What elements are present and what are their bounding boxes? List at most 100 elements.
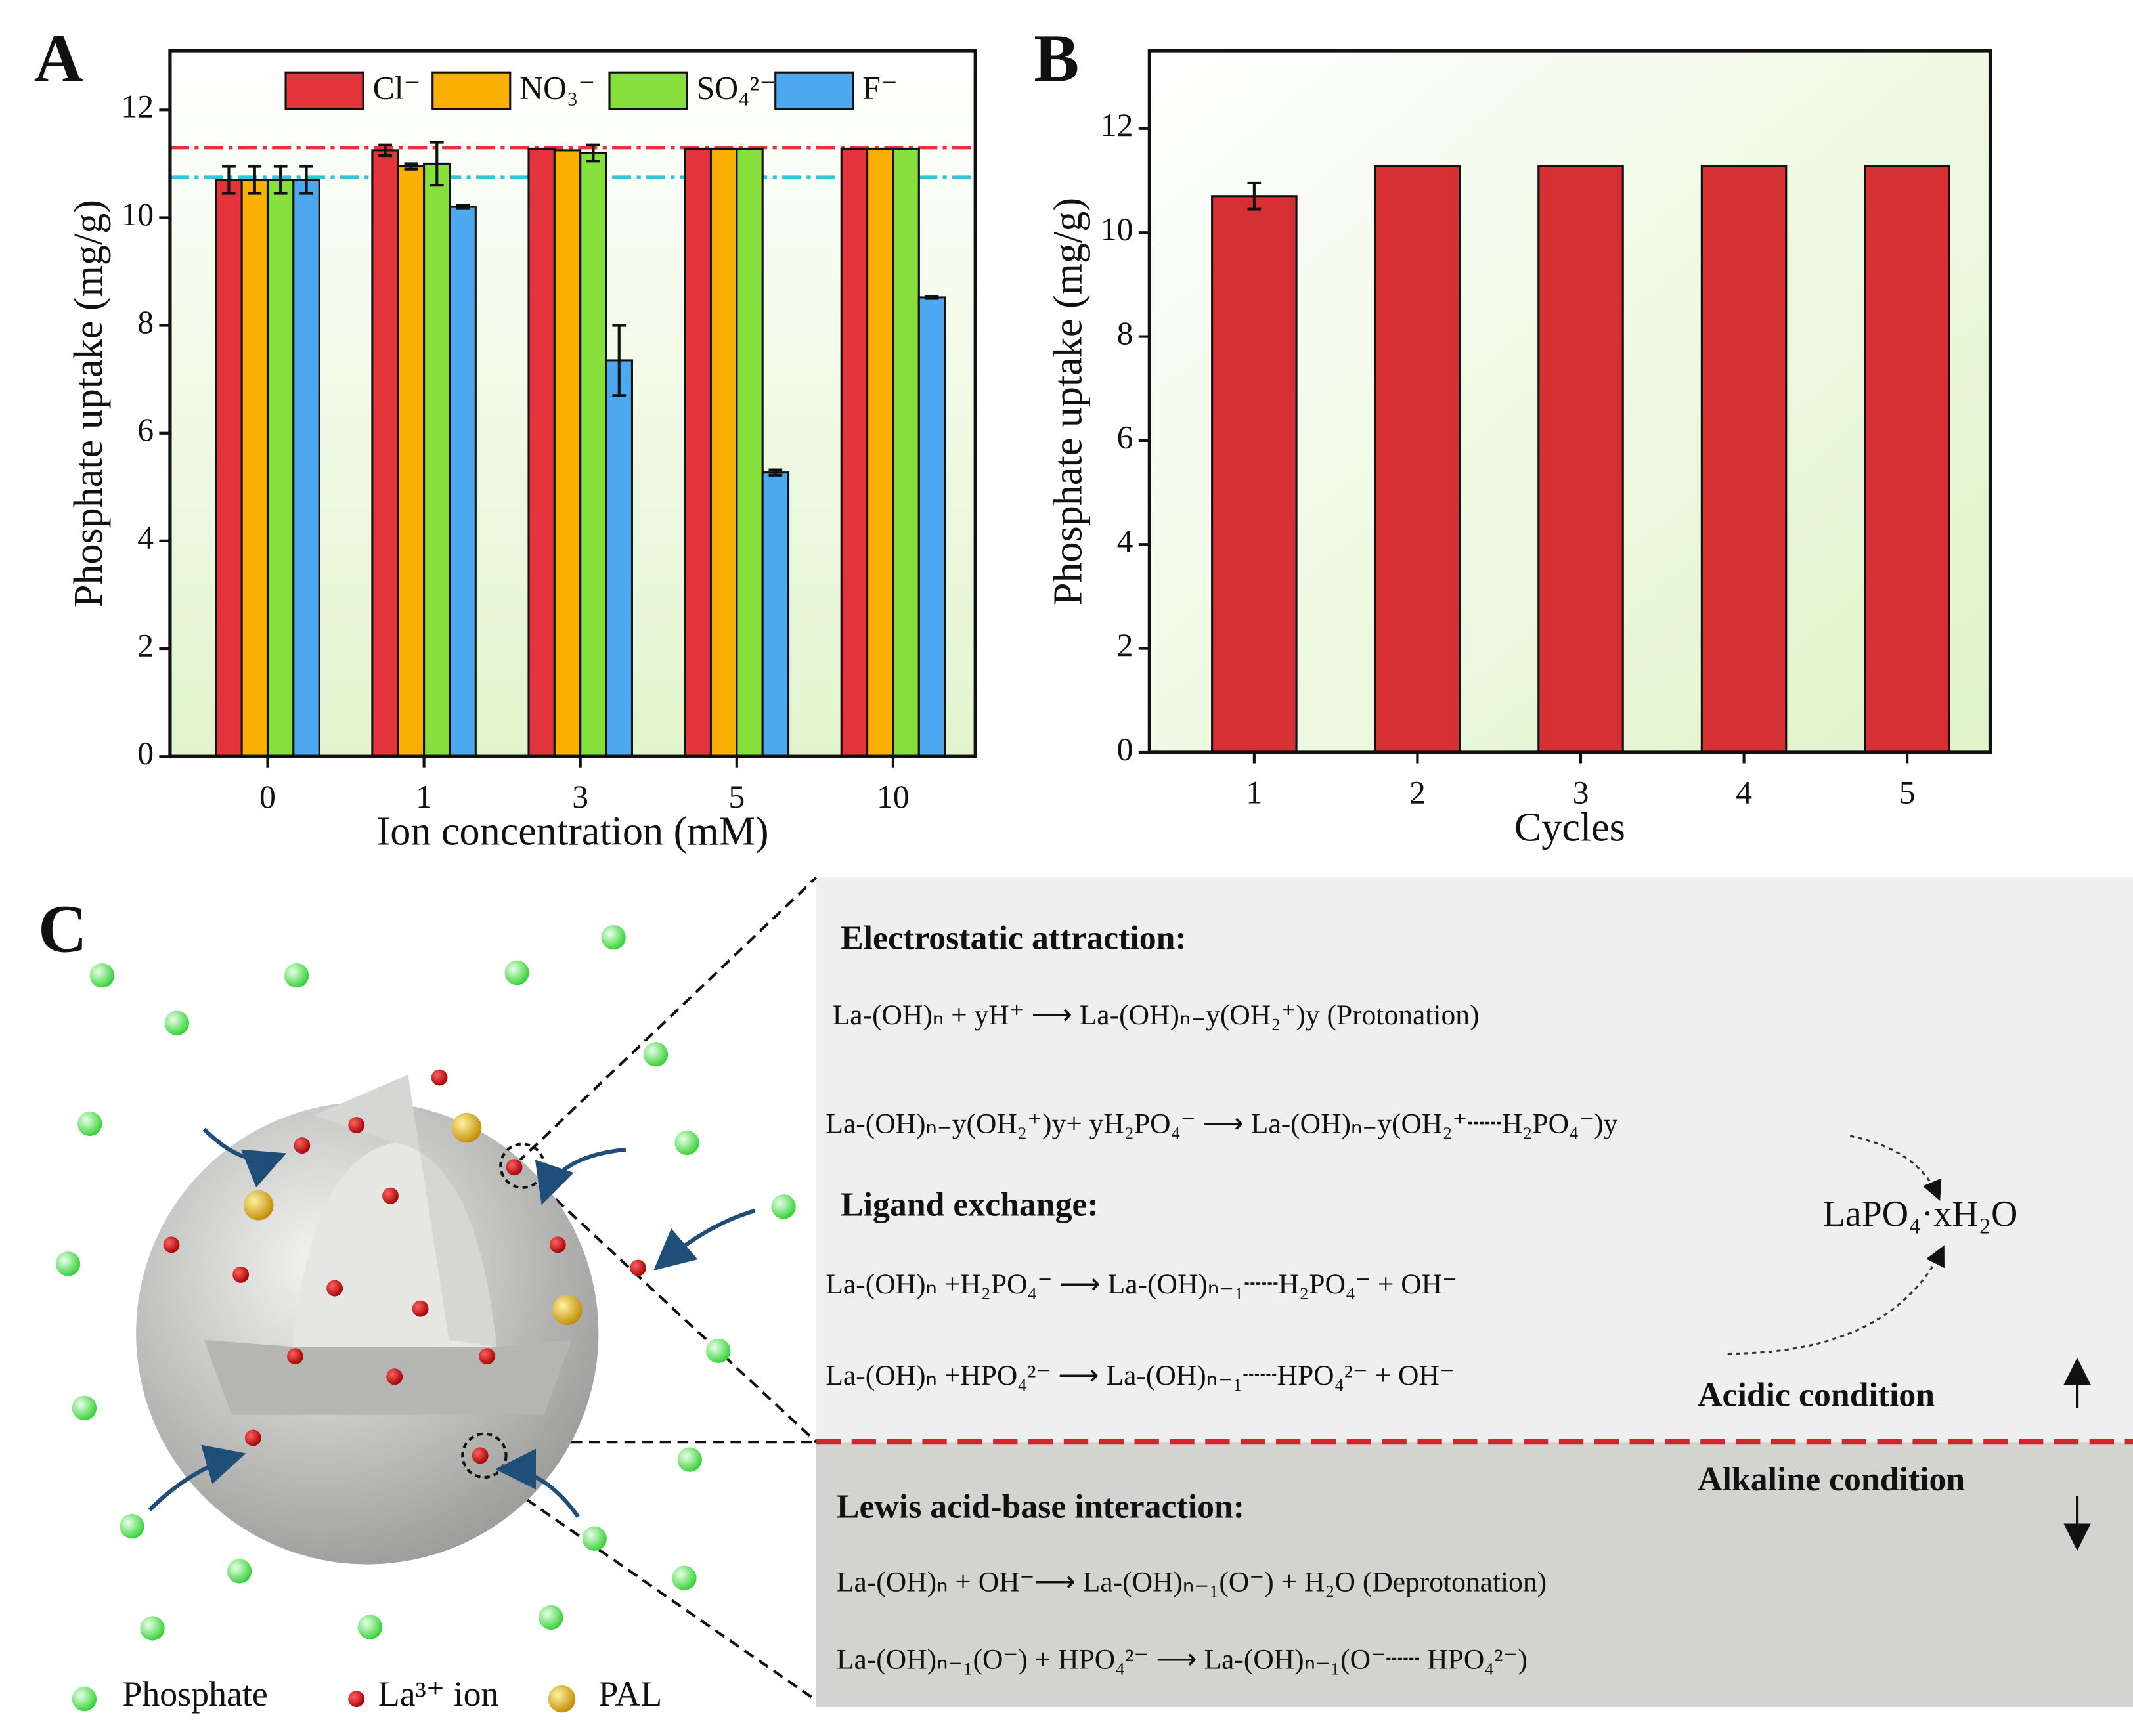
phosphate	[284, 963, 309, 988]
bar	[292, 179, 320, 758]
y-tick-label: 0	[137, 735, 154, 771]
y-tick-label: 10	[121, 196, 154, 232]
x-tick-label: 5	[1899, 775, 1916, 811]
phosphate	[120, 1513, 144, 1539]
y-axis-title: Phosphate uptake (mg/g)	[66, 200, 111, 607]
acidic-box	[816, 877, 2133, 1443]
bar	[917, 296, 946, 758]
error-bar	[273, 165, 288, 195]
legend-swatch	[431, 71, 512, 110]
error-bar	[768, 468, 783, 477]
section-heading: Electrostatic attraction:	[841, 920, 1187, 957]
y-tick-label: 6	[137, 412, 154, 448]
y-tick-label: 4	[1117, 523, 1133, 559]
y-tick-label: 4	[137, 519, 154, 555]
la-ion	[549, 1236, 566, 1253]
phosphate	[643, 1042, 669, 1067]
equation: La-(OH)ₙ + OH⁻⟶ La-(OH)ₙ₋₁(O⁻) + H₂O (De…	[837, 1567, 1547, 1598]
bar	[709, 147, 738, 758]
legend-icon	[348, 1691, 365, 1708]
phosphate	[539, 1605, 563, 1630]
x-tick-label: 1	[1246, 775, 1262, 811]
error-bar	[612, 324, 627, 397]
product: LaPO₄·xH₂O	[1823, 1194, 2018, 1234]
pal	[552, 1295, 583, 1325]
phosphate	[504, 960, 529, 986]
x-tick-label: 0	[259, 779, 276, 815]
phosphate	[140, 1616, 165, 1641]
equation: La-(OH)ₙ₋₁(O⁻) + HPO₄²⁻ ⟶ La-(OH)ₙ₋₁(O⁻┄…	[837, 1644, 1528, 1676]
error-bar	[248, 165, 262, 195]
bar	[371, 149, 399, 758]
error-bar	[299, 165, 313, 195]
phosphate	[706, 1338, 731, 1363]
phosphate	[672, 1565, 697, 1590]
alkaline-box	[816, 1442, 2133, 1708]
x-axis-title: Ion concentration (mM)	[377, 810, 769, 854]
la-ion	[326, 1280, 343, 1297]
bar	[840, 147, 869, 758]
equation: La-(OH)ₙ +H₂PO₄⁻ ⟶ La-(OH)ₙ₋₁┄┄H₂PO₄⁻ + …	[825, 1269, 1457, 1300]
bar	[266, 179, 295, 758]
flow-arrow	[653, 1209, 756, 1270]
phosphate	[89, 963, 114, 988]
bar	[215, 179, 243, 758]
la-ion	[431, 1069, 448, 1086]
bar	[605, 359, 633, 758]
la-ion	[287, 1348, 303, 1365]
bar	[449, 206, 477, 758]
x-tick-label: 10	[877, 779, 910, 815]
y-tick-label: 12	[1101, 107, 1133, 143]
path-arrow	[1849, 1135, 1942, 1201]
error-bar	[429, 141, 444, 187]
phosphate	[77, 1111, 102, 1137]
phosphate	[601, 925, 626, 950]
x-tick-label: 5	[728, 779, 745, 815]
mechanism-diagram: C Electrostatic attraction: La-(OH)ₙ + y…	[38, 877, 2133, 1714]
error-bar	[1247, 181, 1262, 211]
la-ion	[472, 1447, 489, 1464]
y-tick-label: 6	[1117, 419, 1133, 455]
phosphate	[771, 1194, 796, 1219]
la-ion	[382, 1187, 399, 1204]
x-tick-label: 3	[572, 779, 588, 815]
la-ion	[163, 1236, 180, 1253]
legend-icon	[548, 1685, 576, 1713]
condition: Alkaline condition	[1698, 1461, 1965, 1498]
legend-label: PAL	[598, 1674, 662, 1714]
y-tick-label: 0	[1117, 731, 1133, 767]
bar	[579, 152, 607, 758]
legend-label: NO₃⁻	[519, 70, 595, 106]
legend-swatch	[774, 71, 854, 110]
flow-arrow	[202, 1127, 287, 1188]
plot-frame	[168, 49, 977, 758]
phosphate	[164, 1010, 189, 1035]
y-tick-label: 10	[1101, 211, 1133, 248]
section-heading: Ligand exchange:	[841, 1186, 1099, 1224]
bar	[866, 147, 894, 758]
la-ion	[412, 1300, 429, 1317]
la-ion	[386, 1368, 403, 1385]
bar	[684, 147, 713, 758]
error-bar	[222, 165, 236, 195]
cutaway-wall	[313, 1074, 497, 1347]
phosphate	[582, 1526, 607, 1551]
equation: La-(OH)ₙ +HPO₄²⁻ ⟶ La-(OH)ₙ₋₁┄┄HPO₄²⁻ + …	[825, 1360, 1454, 1391]
x-tick-label: 1	[416, 779, 432, 815]
x-tick-label: 3	[1573, 775, 1589, 811]
phosphate	[674, 1130, 699, 1156]
phosphate	[677, 1447, 702, 1472]
legend-label: SO₄²⁻	[697, 70, 777, 106]
la-ion	[630, 1259, 646, 1276]
y-tick-label: 8	[1117, 315, 1133, 351]
legend-swatch	[608, 71, 688, 110]
y-tick-label: 12	[121, 89, 154, 125]
zoom-line	[516, 877, 818, 1164]
legend-label: Cl⁻	[373, 70, 421, 106]
la-ion	[348, 1117, 365, 1133]
bar	[553, 149, 582, 758]
bar	[527, 147, 556, 758]
error-bar	[378, 143, 392, 158]
bar	[761, 471, 790, 758]
